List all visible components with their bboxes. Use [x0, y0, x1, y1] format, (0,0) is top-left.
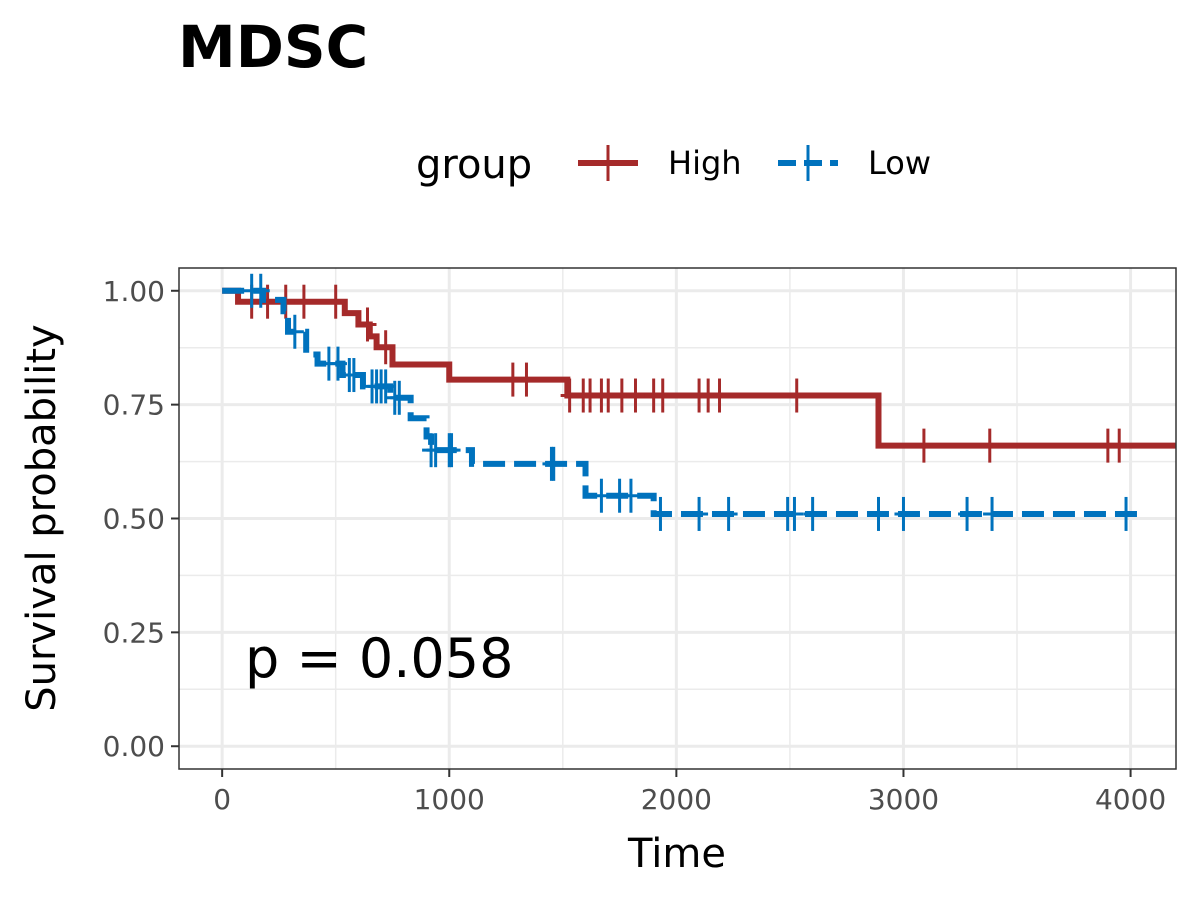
y-axis-title: Survival probability	[19, 324, 65, 711]
y-tick-label: 0.50	[103, 503, 165, 536]
y-tick-label: 0.25	[103, 616, 165, 649]
y-tick-label: 0.75	[103, 389, 165, 422]
km-curve-high	[222, 287, 1176, 449]
series-layer	[222, 273, 1176, 531]
y-tick-label: 1.00	[103, 275, 165, 308]
legend-title: group	[416, 142, 532, 188]
p-value-annotation: p = 0.058	[245, 627, 513, 690]
series-low	[222, 273, 1142, 531]
x-tick-label: 4000	[1095, 783, 1166, 816]
axes: 0 1000 2000 3000 4000 0.00 0.25 0.50 0.75 1.00	[103, 275, 1167, 816]
legend-label-low: Low	[868, 144, 931, 182]
x-axis-title: Time	[627, 831, 726, 877]
legend-label-high: High	[668, 144, 742, 182]
chart-title: MDSC	[178, 13, 368, 81]
x-tick-label: 3000	[868, 783, 939, 816]
x-tick-label: 2000	[641, 783, 712, 816]
x-tick-label: 1000	[414, 783, 485, 816]
legend: group High Low	[416, 142, 931, 188]
grid	[179, 268, 1176, 769]
legend-key-high	[578, 145, 638, 181]
legend-key-low	[778, 145, 838, 181]
y-tick-label: 0.00	[103, 730, 165, 763]
x-tick-label: 0	[213, 783, 231, 816]
